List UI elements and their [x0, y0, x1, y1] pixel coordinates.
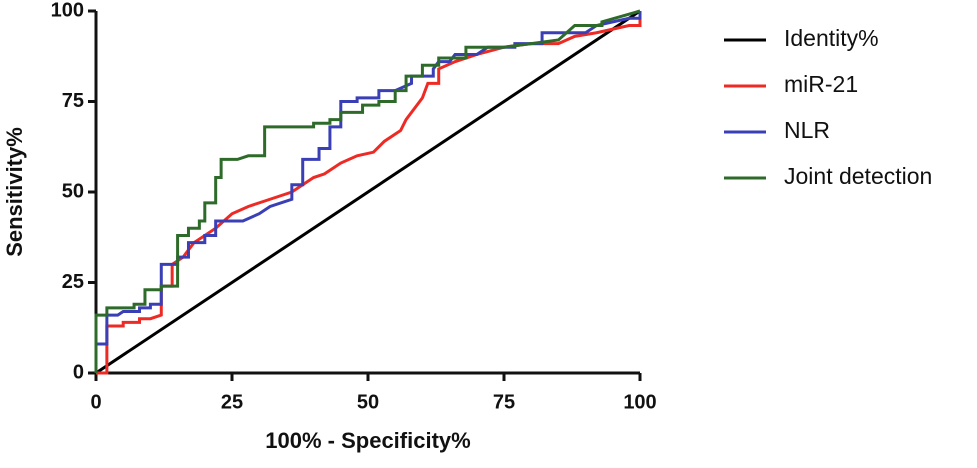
x-tick-label: 0	[90, 391, 101, 413]
x-tick-label: 50	[357, 391, 379, 413]
y-tick-label: 50	[62, 180, 84, 202]
y-axis-title: Sensitivity%	[2, 127, 27, 257]
y-tick-label: 75	[62, 90, 84, 112]
legend-label: Joint detection	[784, 163, 932, 189]
y-tick-label: 100	[51, 0, 84, 21]
y-tick-label: 25	[62, 271, 84, 293]
legend-label: Identity%	[784, 25, 879, 51]
x-tick-label: 100	[623, 391, 656, 413]
legend-label: NLR	[784, 117, 830, 143]
x-tick-label: 25	[221, 391, 243, 413]
x-axis-title: 100% - Specificity%	[265, 428, 470, 453]
series-line	[95, 9, 641, 375]
series-line	[94, 9, 641, 373]
legend-label: miR-21	[784, 71, 858, 97]
y-tick-label: 0	[73, 361, 84, 383]
x-tick-label: 75	[493, 391, 515, 413]
